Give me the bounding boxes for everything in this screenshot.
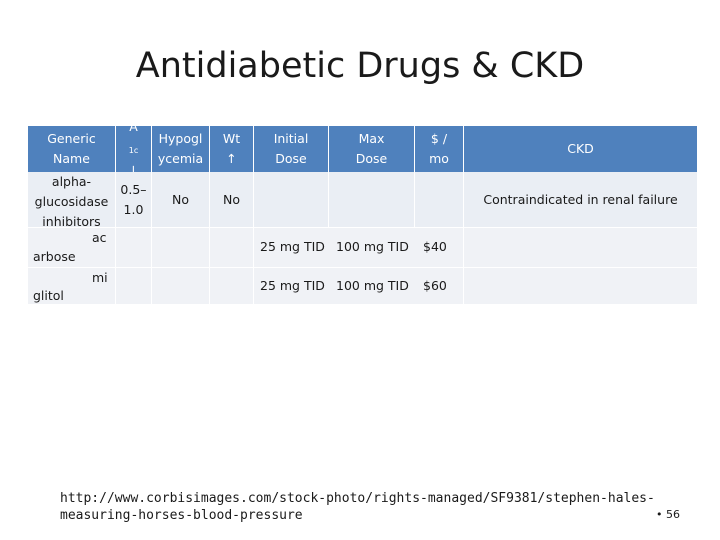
header-weight: Wt ↑: [209, 126, 253, 172]
class-wt-cell: No: [209, 172, 253, 227]
initial-dose-value: 25 mg TID: [260, 278, 325, 293]
drug-ckd-cell: [463, 228, 697, 267]
class-ckd-cell: Contraindicated in renal failure: [463, 172, 697, 227]
header-hypoglycemia: Hypogl ycemia: [151, 126, 209, 172]
drug-a1c-cell: [115, 228, 151, 267]
drug-ckd-cell: [463, 268, 697, 304]
initial-dose-value: 25 mg TID: [260, 239, 325, 254]
image-source-url: http://www.corbisimages.com/stock-photo/…: [60, 491, 655, 523]
class-cost-cell: [414, 172, 463, 227]
drug-hypo-cell: [151, 268, 209, 304]
slide-title: Antidiabetic Drugs & CKD: [135, 46, 585, 86]
drug-dose-cell: [253, 228, 463, 267]
class-name-cell: alpha- glucosidase inhibitors: [28, 172, 115, 229]
drug-dose-cell: [253, 268, 463, 304]
header-initial-dose: Initial Dose: [253, 126, 328, 172]
slide-number: • 56: [656, 508, 680, 521]
drug-name-part-bottom: arbose: [33, 249, 76, 264]
drug-hypo-cell: [151, 228, 209, 267]
drug-wt-cell: [209, 268, 253, 304]
drug-name-cell: [28, 228, 115, 267]
header-cost: $ / mo: [414, 126, 463, 172]
class-max-cell: [328, 172, 414, 227]
drug-wt-cell: [209, 228, 253, 267]
cost-value: $40: [423, 239, 447, 254]
cost-value: $60: [423, 278, 447, 293]
drug-a1c-cell: [115, 268, 151, 304]
header-generic-name: Generic Name: [28, 126, 115, 172]
header-max-dose: Max Dose: [328, 126, 414, 172]
max-dose-value: 100 mg TID: [336, 239, 409, 254]
max-dose-value: 100 mg TID: [336, 278, 409, 293]
drug-name-part-top: ac: [92, 230, 107, 245]
drug-name-part-bottom: glitol: [33, 288, 64, 303]
class-initial-cell: [253, 172, 328, 227]
class-a1c-cell: 0.5– 1.0: [115, 172, 151, 227]
drug-name-part-top: mi: [92, 270, 108, 285]
header-ckd: CKD: [463, 126, 697, 172]
drug-name-cell: [28, 268, 115, 304]
header-a1c: A 1c ↓: [115, 119, 151, 178]
class-hypo-cell: No: [151, 172, 209, 227]
